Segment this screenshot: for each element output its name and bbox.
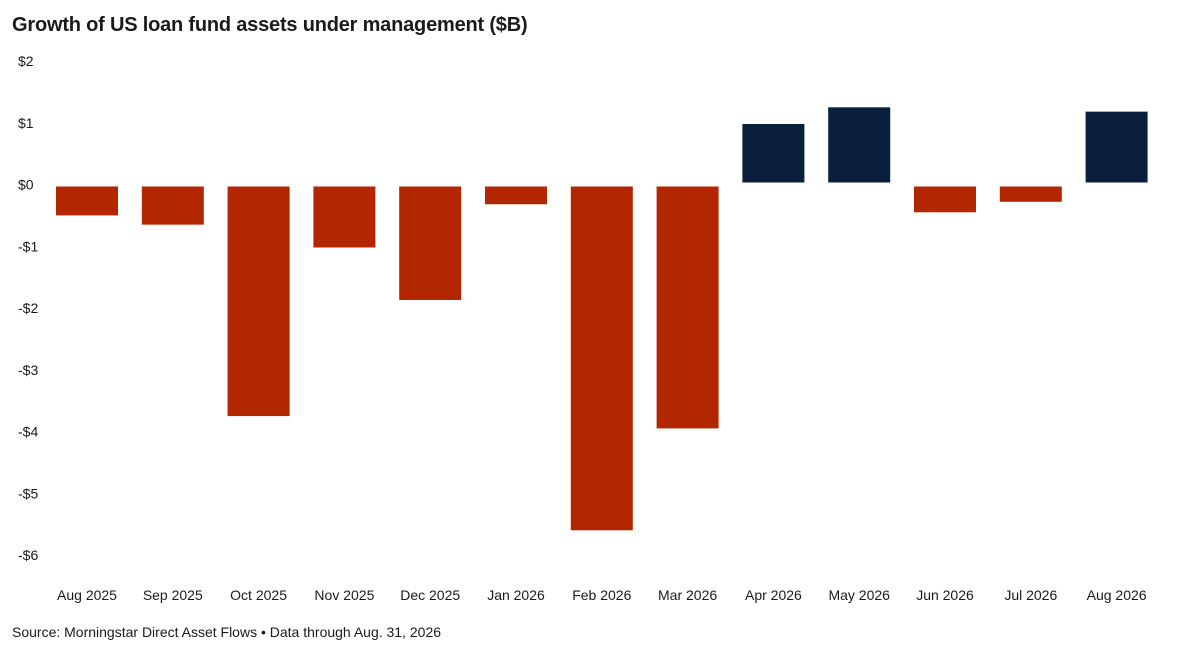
bar [999, 186, 1062, 202]
bars [56, 107, 1148, 531]
y-tick-label: $1 [18, 115, 34, 131]
x-tick-label: Dec 2025 [400, 587, 460, 603]
y-tick-label: -$6 [18, 547, 38, 563]
bar [141, 186, 204, 225]
bar [313, 186, 376, 248]
x-tick-label: Aug 2025 [57, 587, 117, 603]
y-tick-label: $2 [18, 53, 34, 69]
x-tick-label: Jan 2026 [487, 587, 545, 603]
x-tick-label: Sep 2025 [143, 587, 203, 603]
x-tick-label: Mar 2026 [658, 587, 717, 603]
x-tick-label: Aug 2026 [1087, 587, 1147, 603]
x-axis: Aug 2025 Sep 2025 Oct 2025 Nov 2025 Dec 2025… [57, 587, 1147, 603]
bar [656, 186, 719, 429]
bar [914, 186, 976, 213]
source-note: Source: Morningstar Direct Asset Flows •… [12, 624, 442, 640]
bar [56, 186, 118, 216]
x-tick-label: Oct 2025 [230, 587, 287, 603]
y-tick-label: -$4 [18, 424, 38, 440]
y-tick-label: -$2 [18, 300, 38, 316]
x-tick-label: Jul 2026 [1004, 587, 1057, 603]
bar [828, 107, 891, 183]
y-axis: $2 $1 $0 -$1 -$2 -$3 -$4 -$5 -$6 [18, 53, 38, 563]
bar [1085, 111, 1148, 183]
y-tick-label: -$1 [18, 238, 38, 254]
bar [227, 186, 290, 417]
y-tick-label: $0 [18, 177, 34, 193]
x-tick-label: Feb 2026 [572, 587, 631, 603]
y-tick-label: -$3 [18, 362, 38, 378]
x-tick-label: May 2026 [828, 587, 890, 603]
y-tick-label: -$5 [18, 485, 38, 501]
x-tick-label: Nov 2025 [314, 587, 374, 603]
bar [485, 186, 547, 205]
chart-title: Growth of US loan fund assets under mana… [12, 14, 528, 36]
x-tick-label: Apr 2026 [745, 587, 802, 603]
x-tick-label: Jun 2026 [916, 587, 974, 603]
bar [570, 186, 633, 531]
bar [742, 123, 805, 183]
bar [399, 186, 462, 300]
